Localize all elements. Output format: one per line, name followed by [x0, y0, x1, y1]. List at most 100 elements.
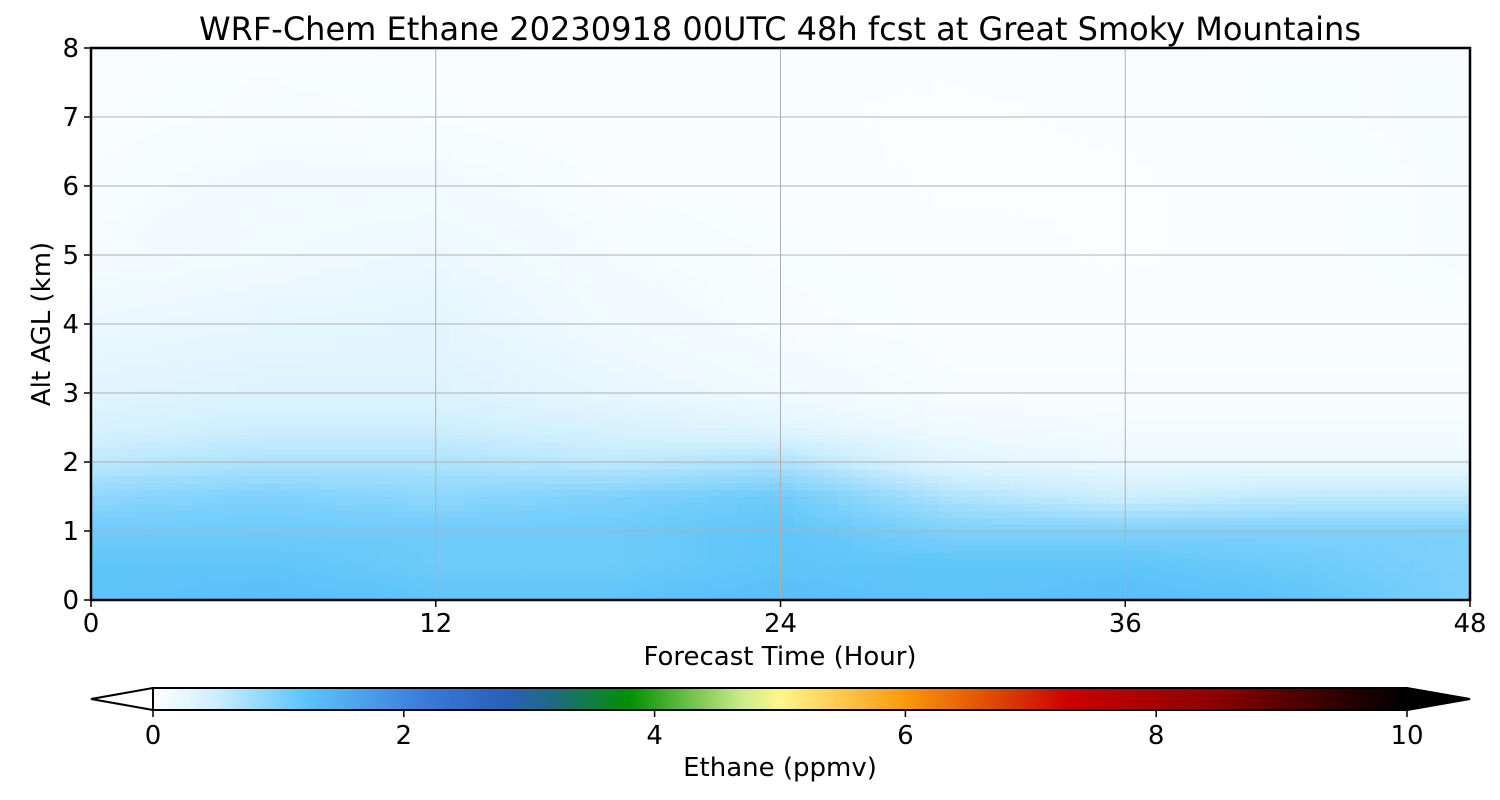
heatmap-cell: [751, 324, 767, 332]
heatmap-cell: [105, 296, 121, 304]
heatmap-cell: [1369, 565, 1385, 573]
heatmap-cell: [1311, 441, 1327, 449]
heatmap-cell: [191, 358, 207, 366]
heatmap-cell: [679, 282, 695, 291]
heatmap-cell: [1010, 531, 1026, 539]
heatmap-cell: [967, 282, 983, 291]
heatmap-cell: [866, 393, 882, 401]
heatmap-cell: [536, 241, 552, 249]
heatmap-cell: [737, 496, 753, 504]
heatmap-cell: [694, 275, 710, 284]
heatmap-cell: [1297, 303, 1313, 311]
heatmap-cell: [119, 386, 135, 394]
heatmap-cell: [622, 448, 638, 456]
heatmap-cell: [981, 434, 997, 442]
heatmap-cell: [622, 420, 638, 429]
heatmap-cell: [1369, 434, 1385, 442]
heatmap-cell: [565, 579, 580, 587]
heatmap-cell: [579, 317, 595, 325]
heatmap-cell: [1225, 537, 1241, 546]
heatmap-cell: [1240, 255, 1256, 263]
heatmap-cell: [737, 261, 753, 270]
heatmap-cell: [938, 475, 954, 484]
heatmap-cell: [1153, 462, 1169, 470]
heatmap-cell: [1355, 593, 1371, 600]
heatmap-cell: [205, 413, 221, 422]
heatmap-cell: [1283, 558, 1299, 567]
heatmap-cell: [1110, 586, 1126, 594]
heatmap-cell: [507, 337, 523, 346]
heatmap-cell: [1369, 524, 1385, 532]
heatmap-cell: [1254, 593, 1270, 600]
heatmap-cell: [1125, 482, 1141, 491]
heatmap-cell: [881, 330, 897, 339]
heatmap-cell: [91, 413, 106, 422]
heatmap-cell: [1412, 310, 1428, 318]
heatmap-cell: [464, 386, 480, 394]
heatmap-cell: [1355, 282, 1371, 291]
heatmap-cell: [1211, 572, 1227, 580]
heatmap-cell: [1254, 510, 1270, 518]
heatmap-cell: [1340, 241, 1356, 249]
heatmap-cell: [751, 358, 767, 366]
heatmap-cell: [579, 462, 595, 470]
heatmap-cell: [1311, 496, 1327, 504]
heatmap-cell: [751, 372, 767, 380]
heatmap-cell: [119, 524, 135, 532]
heatmap-cell: [177, 420, 193, 429]
heatmap-cell: [249, 551, 264, 560]
heatmap-cell: [1024, 303, 1040, 311]
heatmap-cell: [723, 448, 739, 456]
heatmap-cell: [148, 517, 164, 525]
heatmap-cell: [292, 462, 308, 470]
heatmap-cell: [1039, 455, 1055, 463]
heatmap-cell: [593, 275, 609, 284]
heatmap-cell: [938, 434, 954, 442]
heatmap-cell: [335, 261, 351, 270]
heatmap-cell: [1297, 255, 1313, 263]
heatmap-cell: [823, 482, 839, 491]
heatmap-cell: [1168, 482, 1184, 491]
heatmap-cell: [91, 248, 106, 256]
heatmap-cell: [636, 379, 652, 387]
heatmap-cell: [507, 579, 523, 587]
heatmap-cell: [550, 496, 566, 504]
heatmap-cell: [1082, 386, 1098, 394]
heatmap-cell: [421, 565, 437, 573]
heatmap-cell: [1297, 524, 1313, 532]
heatmap-cell: [450, 268, 466, 277]
heatmap-cell: [1197, 593, 1213, 600]
heatmap-cell: [1369, 399, 1385, 408]
heatmap-cell: [148, 427, 164, 435]
heatmap-cell: [421, 579, 437, 587]
heatmap-cell: [1455, 372, 1470, 380]
heatmap-cell: [1340, 379, 1356, 387]
heatmap-cell: [1110, 510, 1126, 518]
heatmap-cell: [363, 261, 379, 270]
heatmap-cell: [708, 386, 724, 394]
heatmap-cell: [1283, 455, 1299, 463]
heatmap-cell: [464, 296, 480, 304]
heatmap-cell: [1024, 330, 1040, 339]
heatmap-cell: [1441, 496, 1457, 504]
heatmap-cell: [1311, 468, 1327, 477]
heatmap-cell: [1225, 572, 1241, 580]
heatmap-cell: [1355, 420, 1371, 429]
heatmap-cell: [751, 510, 767, 518]
heatmap-cell: [1010, 393, 1026, 401]
heatmap-cell: [952, 330, 968, 339]
heatmap-cell: [263, 462, 279, 470]
heatmap-cell: [335, 337, 351, 346]
heatmap-cell: [952, 420, 968, 429]
heatmap-cell: [967, 248, 983, 256]
heatmap-cell: [1211, 579, 1227, 587]
heatmap-cell: [938, 524, 954, 532]
heatmap-cell: [1297, 455, 1313, 463]
heatmap-cell: [694, 448, 710, 456]
heatmap-cell: [1297, 420, 1313, 429]
heatmap-cell: [679, 510, 695, 518]
heatmap-cell: [1182, 503, 1198, 511]
heatmap-cell: [694, 517, 710, 525]
heatmap-cell: [378, 337, 394, 346]
heatmap-cell: [981, 268, 997, 277]
